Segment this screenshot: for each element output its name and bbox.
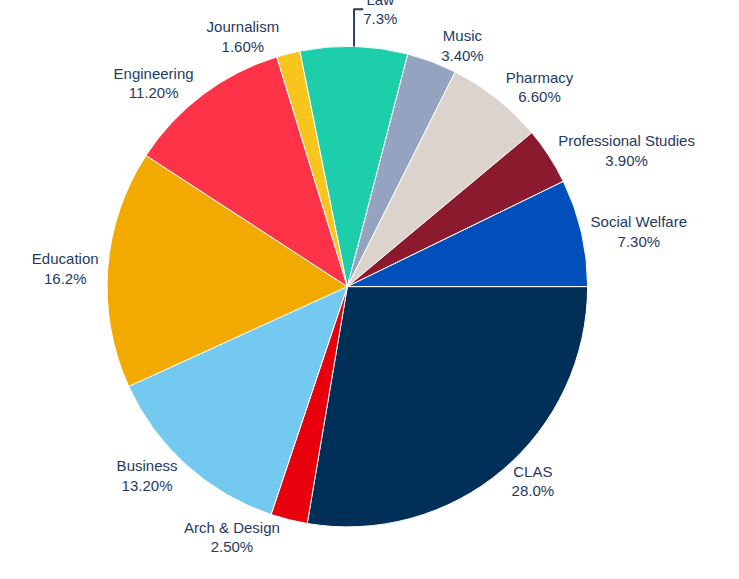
svg-text:Social Welfare7.30%: Social Welfare7.30% (591, 213, 687, 250)
svg-text:Business13.20%: Business13.20% (117, 457, 178, 494)
svg-text:Journalism1.60%: Journalism1.60% (207, 18, 280, 55)
svg-text:Arch & Design2.50%: Arch & Design2.50% (184, 519, 280, 556)
svg-text:Engineering11.20%: Engineering11.20% (114, 65, 194, 102)
svg-text:Law7.3%: Law7.3% (363, 0, 397, 27)
svg-text:Professional Studies3.90%: Professional Studies3.90% (558, 132, 695, 169)
svg-text:CLAS28.0%: CLAS28.0% (512, 463, 555, 500)
svg-text:Music3.40%: Music3.40% (441, 27, 484, 64)
svg-text:Pharmacy6.60%: Pharmacy6.60% (506, 69, 574, 106)
svg-text:Education16.2%: Education16.2% (32, 250, 99, 287)
